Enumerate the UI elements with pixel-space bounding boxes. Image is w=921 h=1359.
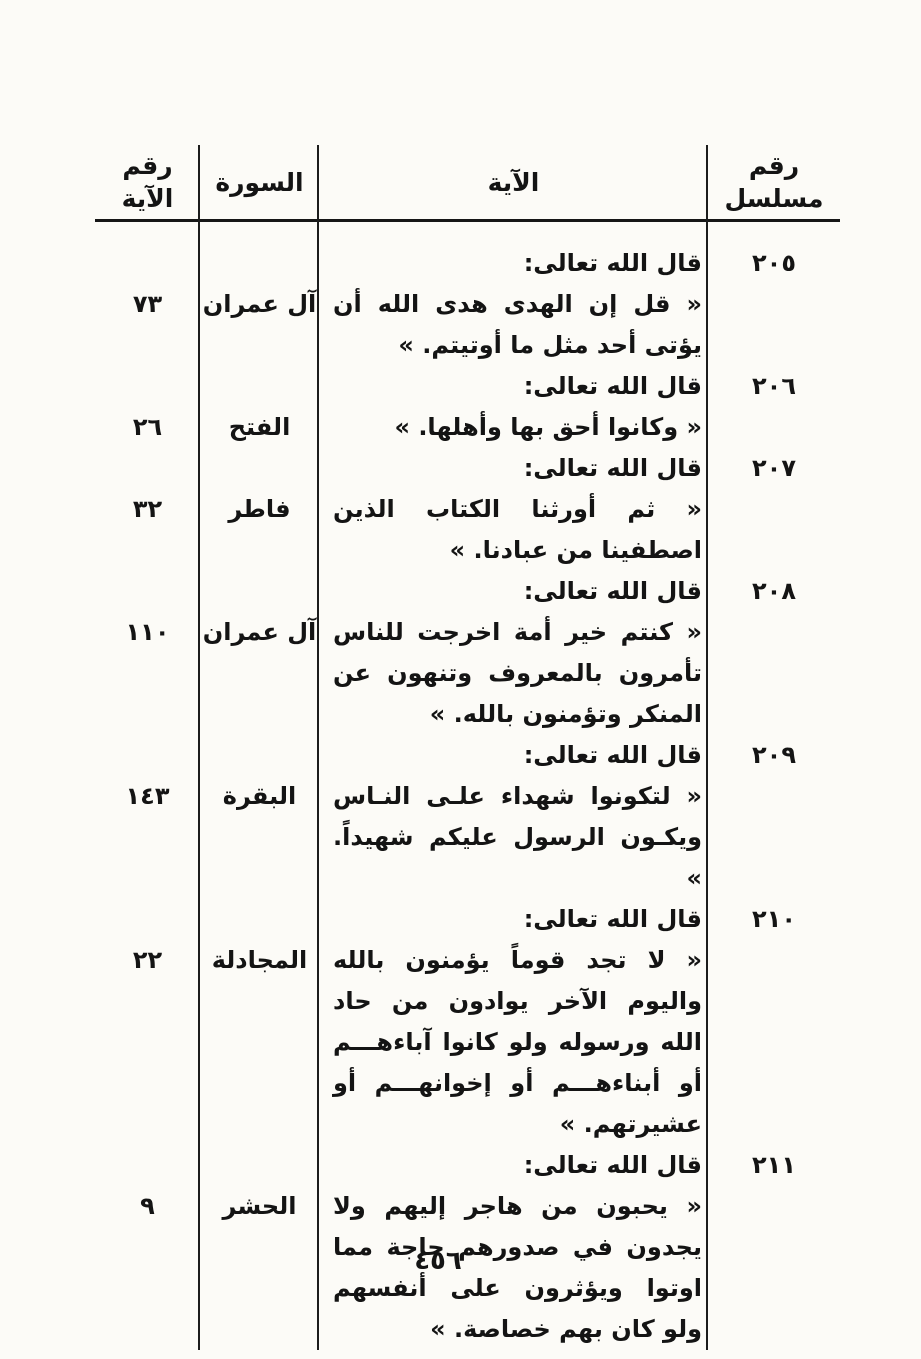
verse-cell: قال الله تعالى: « لا تجد قوماً يؤمنون با… bbox=[319, 899, 708, 1145]
verse-cell: قال الله تعالى: « وكانوا أحق بها وأهلها.… bbox=[319, 366, 708, 448]
ayah-number: ٢٢ bbox=[132, 946, 163, 974]
ayah-number: ١١٠ bbox=[125, 618, 170, 646]
surah-name: آل عمران bbox=[202, 290, 317, 318]
table-row: ٢١١ قال الله تعالى: « يحبون من هاجر إليه… bbox=[95, 1145, 840, 1350]
verse-cell: قال الله تعالى: « كنتم خير أمة اخرجت للن… bbox=[319, 571, 708, 735]
verse-cell: قال الله تعالى: « يحبون من هاجر إليهم ول… bbox=[319, 1145, 708, 1350]
verse-intro: قال الله تعالى: bbox=[523, 249, 702, 277]
ayah-number: ٢٦ bbox=[132, 413, 163, 441]
verse-text: « لا تجد قوماً يؤمنون بالله واليوم الآخر… bbox=[333, 946, 702, 1138]
ayah-number: ٧٣ bbox=[132, 290, 163, 318]
header-surah: السورة bbox=[215, 167, 304, 197]
serial-number: ٢٠٧ bbox=[752, 454, 796, 482]
serial-number: ٢٠٨ bbox=[752, 577, 796, 605]
verse-intro: قال الله تعالى: bbox=[523, 905, 702, 933]
header-ayah-number: رقم الآية bbox=[121, 151, 174, 213]
surah-name: فاطر bbox=[228, 495, 291, 523]
surah-name: آل عمران bbox=[202, 618, 317, 646]
verse-cell: قال الله تعالى: « لتكونوا شهداء علـى الن… bbox=[319, 735, 708, 899]
verse-intro: قال الله تعالى: bbox=[523, 1151, 702, 1179]
table-row: ٢٠٥ قال الله تعالى: « قل إن الهدى هدى ال… bbox=[95, 243, 840, 366]
ayah-number: ٩ bbox=[140, 1192, 155, 1220]
verse-text: « يحبون من هاجر إليهم ولا يجدون في صدوره… bbox=[333, 1192, 702, 1343]
surah-name: المجادلة bbox=[211, 946, 308, 974]
verse-text: « لتكونوا شهداء علـى النـاس ويكـون الرسو… bbox=[333, 782, 702, 892]
verse-text: « كنتم خير أمة اخرجت للناس تأمرون بالمعر… bbox=[333, 618, 702, 728]
verse-text: « وكانوا أحق بها وأهلها. » bbox=[394, 413, 702, 441]
surah-name: الحشر bbox=[222, 1192, 297, 1220]
verse-cell: قال الله تعالى: « ثم أورثنا الكتاب الذين… bbox=[319, 448, 708, 571]
column-divider-surah bbox=[198, 145, 200, 1350]
header-serial-number: رقم مسلسل bbox=[724, 151, 824, 213]
column-divider-verse bbox=[317, 145, 319, 1350]
surah-name: الفتح bbox=[228, 413, 291, 441]
serial-number: ٢٠٦ bbox=[752, 372, 796, 400]
page-number: ٤٥٦ bbox=[414, 1246, 462, 1276]
entries: ٢٠٥ قال الله تعالى: « قل إن الهدى هدى ال… bbox=[95, 222, 840, 1350]
table-row: ٢٠٩ قال الله تعالى: « لتكونوا شهداء علـى… bbox=[95, 735, 840, 899]
table-header-row: رقم مسلسل الآية السورة رقم الآية bbox=[95, 145, 840, 222]
serial-number: ٢٠٩ bbox=[752, 741, 796, 769]
surah-name: البقرة bbox=[222, 782, 297, 810]
verse-cell: قال الله تعالى: « قل إن الهدى هدى الله أ… bbox=[319, 243, 708, 366]
serial-number: ٢١٠ bbox=[752, 905, 796, 933]
ayah-number: ١٤٣ bbox=[125, 782, 170, 810]
table-row: ٢٠٧ قال الله تعالى: « ثم أورثنا الكتاب ا… bbox=[95, 448, 840, 571]
table-row: ٢٠٨ قال الله تعالى: « كنتم خير أمة اخرجت… bbox=[95, 571, 840, 735]
serial-number: ٢٠٥ bbox=[752, 249, 796, 277]
serial-number: ٢١١ bbox=[752, 1151, 796, 1179]
table-row: ٢٠٦ قال الله تعالى: « وكانوا أحق بها وأه… bbox=[95, 366, 840, 448]
verse-index-table: رقم مسلسل الآية السورة رقم الآية ٢٠٥ قال… bbox=[95, 145, 840, 1350]
ayah-number: ٣٢ bbox=[132, 495, 163, 523]
table-row: ٢١٠ قال الله تعالى: « لا تجد قوماً يؤمنو… bbox=[95, 899, 840, 1145]
verse-text: « قل إن الهدى هدى الله أن يؤتى أحد مثل م… bbox=[333, 290, 702, 359]
column-divider-serial bbox=[706, 145, 708, 1350]
verse-intro: قال الله تعالى: bbox=[523, 577, 702, 605]
verse-intro: قال الله تعالى: bbox=[523, 372, 702, 400]
verse-intro: قال الله تعالى: bbox=[523, 741, 702, 769]
verse-text: « ثم أورثنا الكتاب الذين اصطفينا من عباد… bbox=[333, 495, 702, 564]
verse-intro: قال الله تعالى: bbox=[523, 454, 702, 482]
header-verse: الآية bbox=[487, 167, 540, 197]
